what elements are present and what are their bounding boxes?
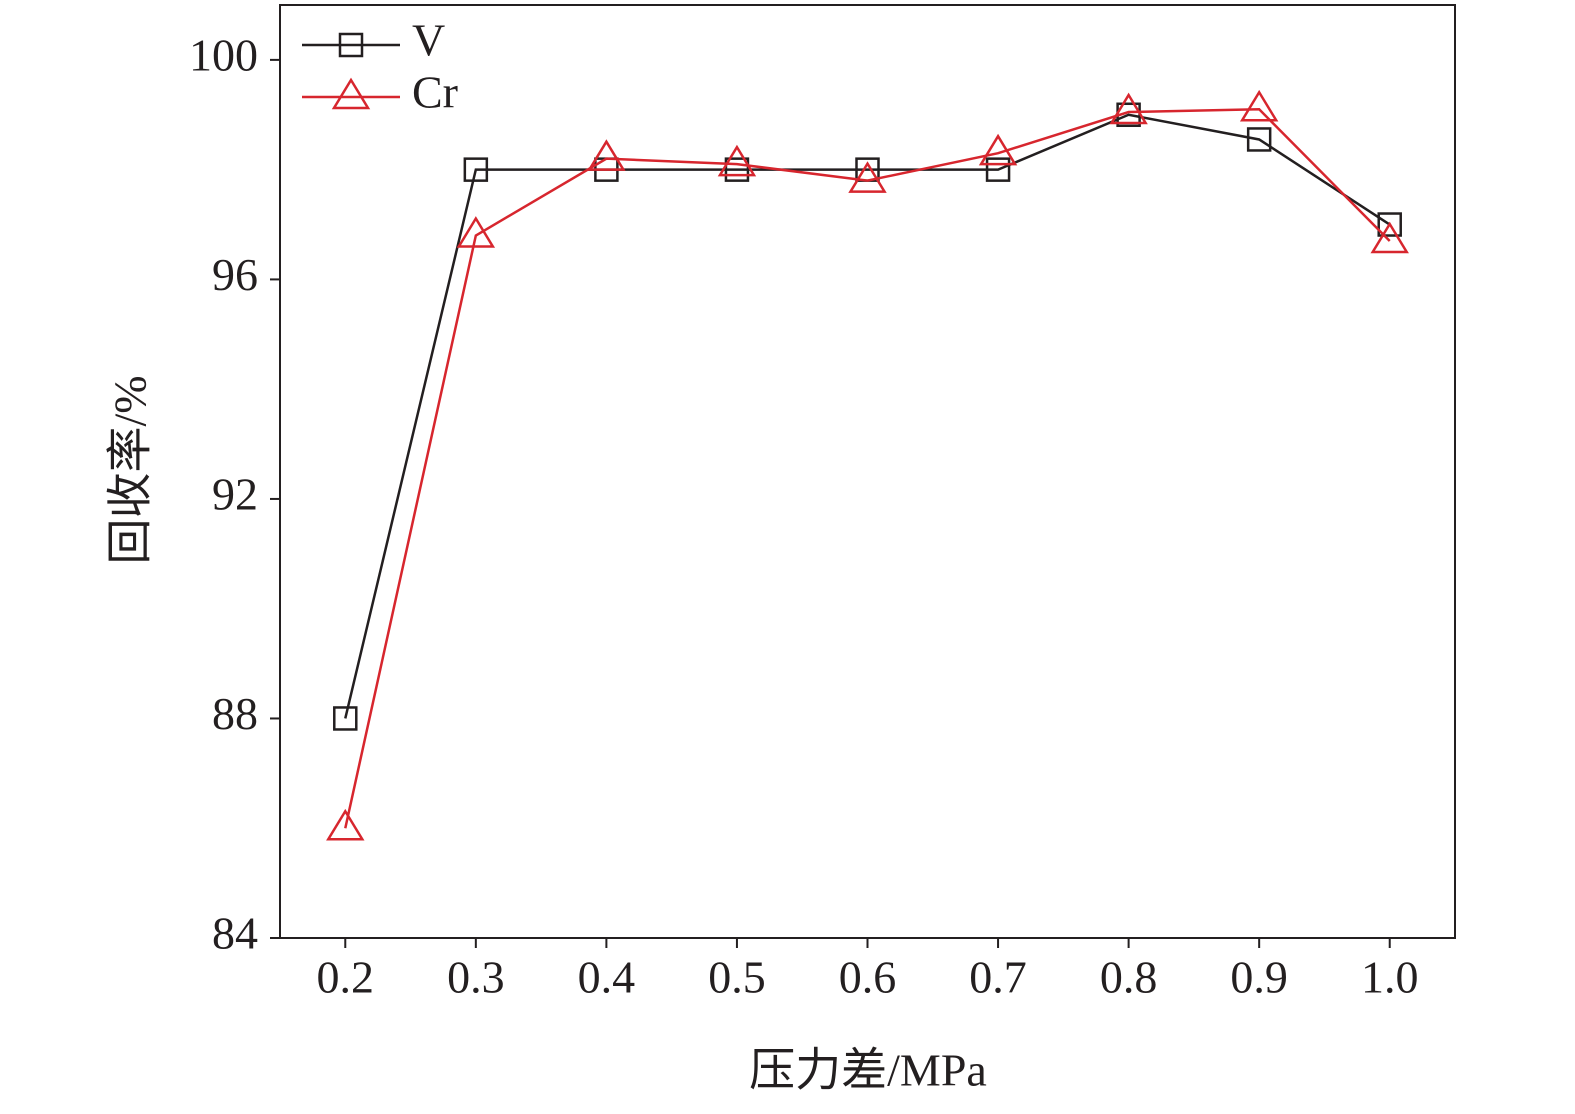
data-point: [717, 144, 757, 177]
x-axis-label: 压力差/MPa: [749, 1045, 987, 1096]
data-point: [456, 216, 496, 248]
x-tick-label: 0.7: [969, 952, 1027, 1003]
x-tick-label: 0.6: [839, 952, 897, 1003]
series-line: [344, 113, 1391, 719]
y-axis-label: 回收率/%: [105, 375, 156, 564]
data-point: [333, 706, 358, 731]
x-tick-label: 0.8: [1100, 952, 1158, 1003]
y-tick-label: 92: [212, 469, 258, 520]
legend-marker: [331, 77, 371, 110]
x-tick-label: 0.9: [1230, 952, 1288, 1003]
plot-frame: [279, 4, 1456, 939]
legend-marker: [338, 32, 364, 58]
series-line: [344, 108, 1391, 829]
data-point: [326, 808, 365, 841]
data-point: [1246, 127, 1272, 152]
x-tick-label: 0.4: [578, 952, 636, 1003]
data-point: [1109, 92, 1148, 125]
data-point: [587, 139, 626, 171]
data-point: [1239, 89, 1279, 122]
data-point: [1370, 221, 1409, 254]
data-point: [985, 157, 1011, 182]
data-point: [978, 133, 1018, 166]
y-tick-label: 96: [212, 249, 258, 300]
data-point: [724, 157, 750, 182]
data-point: [463, 157, 489, 182]
legend-label: Cr: [412, 67, 458, 118]
y-tick-label: 100: [189, 29, 258, 80]
y-tick-label: 84: [212, 908, 258, 959]
x-tick-label: 0.2: [317, 952, 375, 1003]
data-point: [848, 161, 887, 193]
legend-label: V: [412, 15, 445, 66]
y-tick-label: 88: [212, 688, 258, 739]
x-tick-label: 0.5: [708, 952, 766, 1003]
data-point: [1377, 212, 1402, 237]
x-tick-label: 0.3: [447, 952, 505, 1003]
x-tick-label: 1.0: [1361, 952, 1419, 1003]
